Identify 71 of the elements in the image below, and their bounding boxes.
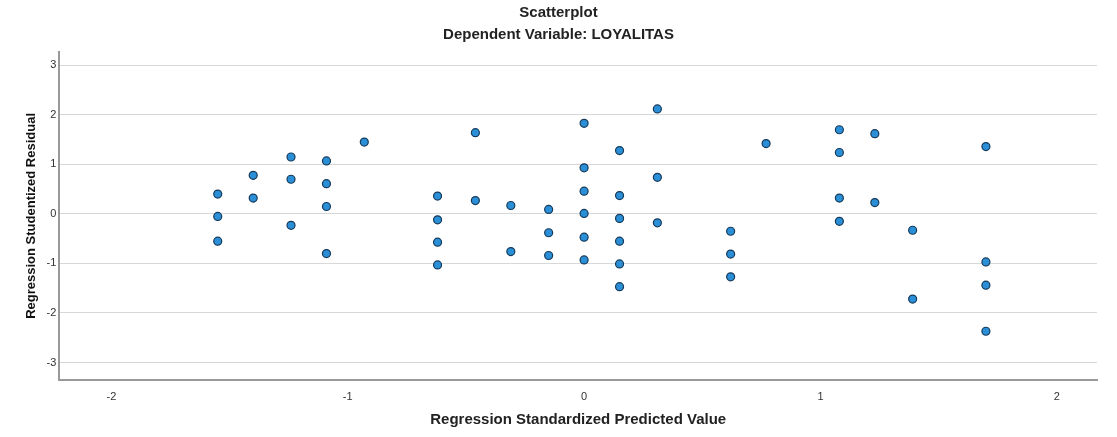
point [321,248,332,259]
chart-title: Scatterplot [519,3,598,21]
point [248,170,258,180]
point [579,255,589,265]
point [544,204,554,215]
point [870,129,880,139]
point [506,246,516,257]
point [470,195,480,206]
x-tick-label: 2 [1053,390,1060,403]
point [761,139,771,149]
point [213,211,223,221]
point [286,152,296,162]
point [213,236,223,246]
point [726,249,736,259]
y-axis-title: Regression Studentized Residual [23,112,39,319]
point [321,179,332,189]
point [286,220,296,230]
point [908,225,918,235]
x-tick-label: 0 [581,390,588,403]
point [614,191,625,201]
point [614,236,625,246]
point [321,201,332,212]
point [432,191,443,201]
point [870,197,880,208]
point [544,228,554,238]
point [981,326,991,336]
point [432,215,443,225]
y-tick-label: 3 [50,58,57,71]
point [834,147,844,158]
point [321,156,332,166]
point [432,237,443,247]
point [579,163,589,173]
point [981,141,991,152]
point [506,200,516,211]
point [726,272,736,282]
point [470,128,480,138]
point [359,137,369,147]
point [726,226,736,236]
point [614,259,625,269]
point [981,257,991,267]
y-tick-label: 0 [50,206,57,219]
point [579,186,589,196]
point [908,294,918,304]
point [614,145,625,156]
y-tick-label: -2 [46,305,57,318]
point [432,260,443,270]
point [213,189,223,199]
point [248,193,258,203]
point [652,172,662,182]
point [614,282,625,292]
point [614,213,625,223]
point [652,218,662,228]
point [652,104,662,114]
x-tick-label: -1 [342,390,353,403]
chart-subtitle: Dependent Variable: LOYALITAS [443,25,674,43]
point [286,174,296,184]
x-axis-title: Regression Standardized Predicted Value [430,410,727,428]
point [579,118,589,128]
point [579,232,589,242]
y-tick-label: -1 [46,256,57,269]
y-tick-label: 1 [50,157,57,170]
y-tick-label: 2 [50,107,57,120]
x-tick-label: -2 [106,390,117,403]
point [834,216,844,226]
point [544,250,554,261]
point [834,193,844,203]
point [981,280,991,290]
y-tick-label: -3 [46,355,57,368]
point [834,125,844,135]
x-tick-label: 1 [817,390,824,403]
point [579,208,589,219]
